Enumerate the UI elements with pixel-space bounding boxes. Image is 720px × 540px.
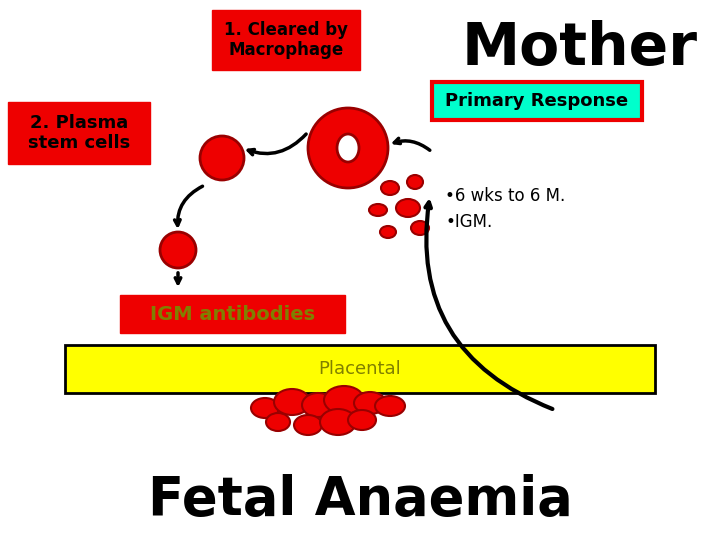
Ellipse shape xyxy=(302,393,334,417)
Text: Fetal Anaemia: Fetal Anaemia xyxy=(148,474,572,526)
Ellipse shape xyxy=(274,389,310,415)
Ellipse shape xyxy=(294,415,322,435)
Text: Primary Response: Primary Response xyxy=(446,92,629,110)
Text: 1. Cleared by
Macrophage: 1. Cleared by Macrophage xyxy=(224,21,348,59)
Ellipse shape xyxy=(375,396,405,416)
Ellipse shape xyxy=(266,413,290,431)
Ellipse shape xyxy=(381,181,399,195)
Ellipse shape xyxy=(251,398,279,418)
Text: Mother: Mother xyxy=(462,19,698,77)
Text: 2. Plasma
stem cells: 2. Plasma stem cells xyxy=(28,113,130,152)
Ellipse shape xyxy=(320,409,356,435)
Text: Placental: Placental xyxy=(319,360,401,378)
FancyBboxPatch shape xyxy=(212,10,360,70)
Ellipse shape xyxy=(380,226,396,238)
FancyBboxPatch shape xyxy=(8,102,150,164)
Ellipse shape xyxy=(407,175,423,189)
Ellipse shape xyxy=(369,204,387,216)
FancyBboxPatch shape xyxy=(432,82,642,120)
Text: •6 wks to 6 M.: •6 wks to 6 M. xyxy=(445,187,565,205)
Text: •IGM.: •IGM. xyxy=(445,213,492,231)
Circle shape xyxy=(200,136,244,180)
Ellipse shape xyxy=(348,410,376,430)
Ellipse shape xyxy=(337,134,359,162)
FancyBboxPatch shape xyxy=(65,345,655,393)
Ellipse shape xyxy=(324,386,364,414)
Ellipse shape xyxy=(396,199,420,217)
Ellipse shape xyxy=(354,392,386,414)
Circle shape xyxy=(160,232,196,268)
Circle shape xyxy=(308,108,388,188)
Ellipse shape xyxy=(411,221,429,235)
FancyBboxPatch shape xyxy=(120,295,345,333)
Text: IGM antibodies: IGM antibodies xyxy=(150,305,315,323)
